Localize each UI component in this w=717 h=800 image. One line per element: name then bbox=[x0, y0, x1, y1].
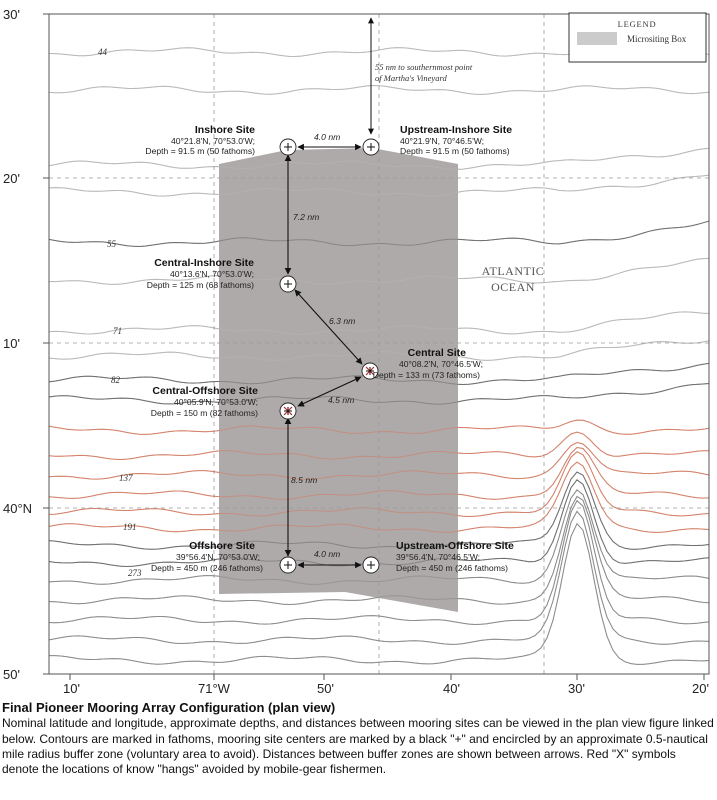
distance-arrows bbox=[284, 143, 363, 569]
site-coords: 40°21.9'N, 70°46.5'W; bbox=[400, 136, 484, 146]
legend-item-label: Micrositing Box bbox=[627, 34, 687, 44]
contour-line bbox=[49, 495, 709, 606]
map-frame bbox=[48, 13, 710, 675]
figure-caption: Final Pioneer Mooring Array Configuratio… bbox=[2, 700, 714, 777]
site-name: Inshore Site bbox=[195, 124, 255, 136]
site-marker bbox=[361, 362, 379, 380]
lat-label: 40°N bbox=[3, 501, 32, 516]
site-name: Central-Inshore Site bbox=[154, 257, 254, 269]
site-name: Central-Offshore Site bbox=[152, 385, 258, 397]
contour-label: 82 bbox=[111, 375, 121, 385]
site-coords: 40°13.6'N, 70°53.0'W; bbox=[170, 269, 254, 279]
graticule bbox=[49, 14, 709, 674]
site-marker bbox=[362, 556, 380, 574]
legend-swatch bbox=[577, 32, 617, 45]
contour-label: 71 bbox=[113, 326, 122, 336]
distance-label: 4.5 nm bbox=[328, 395, 354, 405]
contour-line bbox=[49, 147, 709, 170]
lon-label: 10' bbox=[63, 681, 80, 696]
contour-label: 55 bbox=[107, 239, 117, 249]
site-coords: 39°56.4'N, 70°53.0'W; bbox=[176, 552, 260, 562]
site-name: Upstream-Offshore Site bbox=[396, 540, 514, 552]
depth-contours-overlay bbox=[49, 47, 709, 665]
site-depth: Depth = 133 m (73 fathoms) bbox=[373, 370, 480, 380]
caption-body: Nominal latitude and longitude, approxim… bbox=[2, 716, 714, 777]
northern-note: of Martha's Vineyard bbox=[375, 73, 447, 83]
site-depth: Depth = 150 m (82 fathoms) bbox=[151, 408, 258, 418]
ocean-label: OCEAN bbox=[491, 280, 535, 294]
distance-label: 7.2 nm bbox=[293, 212, 319, 222]
site-marker bbox=[279, 402, 297, 420]
site-coords: 40°05.9'N, 70°53.0'W; bbox=[174, 397, 258, 407]
contour-line bbox=[49, 362, 709, 386]
site-coords: 39°56.4'N, 70°46.5'W; bbox=[396, 552, 480, 562]
site-name: Central Site bbox=[408, 347, 467, 359]
site-name: Offshore Site bbox=[189, 540, 255, 552]
site-depth: Depth = 91.5 m (50 fathoms) bbox=[400, 146, 510, 156]
lon-label: 30' bbox=[568, 681, 585, 696]
axis-ticks bbox=[43, 13, 705, 680]
ocean-label: ATLANTIC bbox=[482, 264, 545, 278]
distance-label: 4.0 nm bbox=[314, 549, 340, 559]
site-marker bbox=[279, 556, 297, 574]
legend: LEGEND Micrositing Box bbox=[568, 12, 707, 63]
lon-label: 40' bbox=[443, 681, 460, 696]
site-marker bbox=[279, 275, 297, 293]
contour-line bbox=[49, 220, 709, 248]
contour-line bbox=[49, 383, 709, 405]
map-figure: 30' 20' 10' 40°N 50' 10' 71°W 50' 40' 30… bbox=[3, 7, 710, 696]
site-marker bbox=[279, 138, 297, 156]
site-depth: Depth = 125 m (68 fathoms) bbox=[147, 280, 254, 290]
site-markers bbox=[279, 138, 380, 574]
contour-label: 191 bbox=[123, 522, 137, 532]
distance-label: 4.0 nm bbox=[314, 132, 340, 142]
map-canvas: 30' 20' 10' 40°N 50' 10' 71°W 50' 40' 30… bbox=[3, 7, 710, 696]
contour-line bbox=[49, 174, 709, 197]
site-depth: Depth = 450 m (246 fathoms) bbox=[396, 563, 508, 573]
contour-line bbox=[49, 84, 709, 95]
contour-label: 44 bbox=[98, 47, 108, 57]
contour-line bbox=[49, 441, 709, 481]
northern-note: 55 nm to southernmost point bbox=[375, 62, 473, 72]
site-coords: 40°08.2'N, 70°46.5'W; bbox=[399, 359, 483, 369]
lat-label: 10' bbox=[3, 336, 20, 351]
contour-label: 137 bbox=[119, 473, 133, 483]
lon-label: 50' bbox=[317, 681, 334, 696]
site-depth: Depth = 450 m (246 fathoms) bbox=[151, 563, 263, 573]
site-depth: Depth = 91.5 m (50 fathoms) bbox=[145, 146, 255, 156]
lat-label: 20' bbox=[3, 171, 20, 186]
contour-line bbox=[49, 489, 709, 585]
site-coords: 40°21.8'N, 70°53.0'W; bbox=[171, 136, 255, 146]
legend-title: LEGEND bbox=[618, 19, 657, 29]
lon-label: 71°W bbox=[198, 681, 231, 696]
site-labels: Inshore Site 40°21.8'N, 70°53.0'W; Depth… bbox=[145, 124, 514, 573]
contour-label: 273 bbox=[128, 568, 142, 578]
contour-line bbox=[49, 257, 709, 285]
site-marker bbox=[362, 138, 380, 156]
caption-title: Final Pioneer Mooring Array Configuratio… bbox=[2, 700, 336, 715]
distance-label: 6.3 nm bbox=[329, 316, 355, 326]
lon-label: 20' bbox=[692, 681, 709, 696]
lat-label: 50' bbox=[3, 667, 20, 682]
contour-line bbox=[49, 471, 709, 550]
distance-label: 8.5 nm bbox=[291, 475, 317, 485]
lat-label: 30' bbox=[3, 7, 20, 22]
site-name: Upstream-Inshore Site bbox=[400, 124, 512, 136]
contour-line bbox=[49, 446, 709, 500]
contour-line bbox=[49, 451, 709, 518]
